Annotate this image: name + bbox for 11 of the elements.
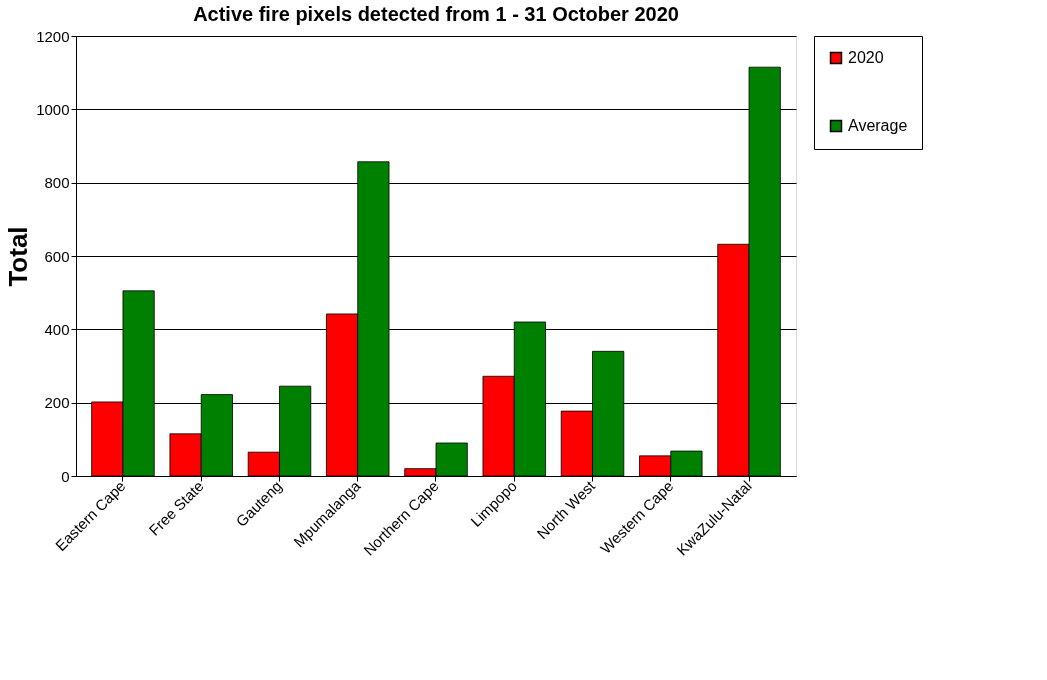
y-tick-label: 400 [44,320,70,338]
legend-label: Average [848,117,908,134]
y-tick-label: 800 [44,174,70,192]
y-tick-label: 200 [44,394,70,412]
y-tick-label: 1000 [36,100,70,118]
y-tick-label: 0 [61,467,70,485]
y-tick-label: 1200 [36,27,70,45]
y-tick-label: 600 [44,247,70,265]
chart-title: Active fire pixels detected from 1 - 31 October 2020 [193,3,679,25]
legend-label: 2020 [848,49,884,66]
y-axis-title: Total [3,226,34,287]
